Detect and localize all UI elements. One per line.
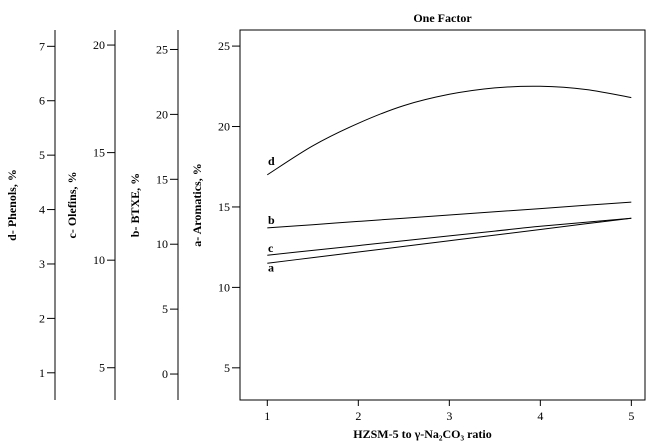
series-line-c [267,217,632,256]
aromatics-tick-label: 10 [218,280,230,294]
x-tick-label: 3 [446,409,452,423]
olefins-tick-label: 20 [93,38,105,52]
olefins-tick-label: 10 [93,253,105,267]
x-axis-title: HZSM-5 to γ-Na₂CO₃ ratio [353,427,491,441]
series-line-b [267,201,632,229]
btxe-tick-label: 10 [156,237,168,251]
x-tick-label: 5 [628,409,634,423]
phenols-tick-label: 7 [39,39,45,53]
phenols-tick-label: 3 [39,257,45,271]
aromatics-tick-label: 20 [218,120,230,134]
btxe-tick-label: 20 [156,107,168,121]
btxe-tick-label: 25 [156,42,168,56]
phenols-tick-label: 6 [39,94,45,108]
series-label-b: b [268,213,275,227]
olefins-tick-label: 15 [93,146,105,160]
btxe-tick-label: 15 [156,172,168,186]
series-line-d [267,85,632,176]
phenols-axis-title: d- Phenols, % [5,169,19,241]
btxe-tick-label: 5 [162,302,168,316]
olefins-tick-label: 5 [99,361,105,375]
aromatics-tick-label: 15 [218,200,230,214]
x-tick-label: 4 [537,409,543,423]
aromatics-tick-label: 5 [224,361,230,375]
btxe-axis-title: b- BTXE, % [128,173,142,237]
chart-title: One Factor [413,11,472,25]
phenols-tick-label: 1 [39,366,45,380]
x-tick-label: 2 [355,409,361,423]
series-label-d: d [268,154,275,168]
series-label-c: c [268,241,274,255]
phenols-tick-label: 4 [39,203,45,217]
phenols-tick-label: 2 [39,311,45,325]
aromatics-tick-label: 25 [218,39,230,53]
series-line-a [267,217,632,264]
plot-frame [239,29,646,401]
phenols-tick-label: 5 [39,148,45,162]
aromatics-axis-title: a- Aromatics, % [190,163,204,246]
olefins-axis-title: c- Olefins, % [65,172,79,239]
x-tick-label: 1 [264,409,270,423]
series-label-a: a [268,260,274,274]
btxe-tick-label: 0 [162,367,168,381]
